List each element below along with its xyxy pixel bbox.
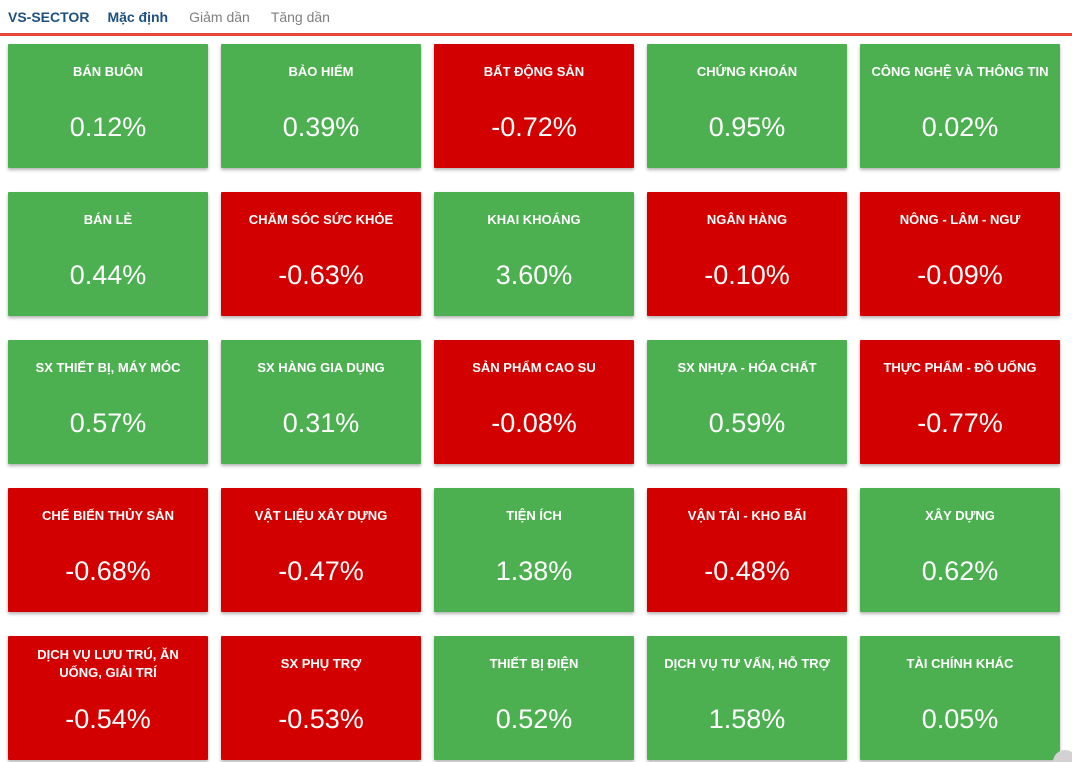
sector-value: -0.53% — [278, 703, 364, 734]
sector-label: NÔNG - LÂM - NGƯ — [899, 212, 1021, 227]
sector-value: 1.58% — [708, 703, 786, 734]
sector-value: -0.77% — [917, 407, 1003, 438]
sector-tile[interactable]: DỊCH VỤ TƯ VẤN, HỖ TRỢ 1.58% — [647, 636, 847, 760]
sector-value: -0.08% — [491, 407, 577, 438]
sector-label: XÂY DỰNG — [925, 508, 995, 523]
sector-tile[interactable]: SX HÀNG GIA DỤNG 0.31% — [221, 340, 421, 464]
sector-value: 0.44% — [69, 259, 147, 290]
sector-label: CÔNG NGHỆ VÀ THÔNG TIN — [871, 64, 1049, 79]
sector-value: -0.68% — [65, 555, 151, 586]
sector-value: 0.62% — [921, 555, 999, 586]
sector-value: 0.57% — [69, 407, 147, 438]
sector-tile[interactable]: SX PHỤ TRỢ -0.53% — [221, 636, 421, 760]
sector-value: -0.47% — [278, 555, 364, 586]
sector-label: CHĂM SÓC SỨC KHỎE — [248, 212, 394, 227]
sector-label: THIẾT BỊ ĐIỆN — [489, 656, 579, 671]
sector-tile[interactable]: NGÂN HÀNG -0.10% — [647, 192, 847, 316]
page-title: VS-SECTOR — [8, 8, 90, 25]
sector-value: 0.31% — [282, 407, 360, 438]
sector-label: CHẾ BIẾN THỦY SẢN — [42, 508, 174, 523]
header-tabs: Mặc định Giảm dần Tăng dần — [107, 9, 351, 25]
sector-tile[interactable]: VẬT LIỆU XÂY DỰNG -0.47% — [221, 488, 421, 612]
sector-tile[interactable]: CHẾ BIẾN THỦY SẢN -0.68% — [8, 488, 208, 612]
sector-value: 0.52% — [495, 703, 573, 734]
sector-tile[interactable]: NÔNG - LÂM - NGƯ -0.09% — [860, 192, 1060, 316]
sector-value: 1.38% — [495, 555, 573, 586]
sector-label: VẬT LIỆU XÂY DỰNG — [254, 508, 388, 523]
sector-tile[interactable]: SX THIẾT BỊ, MÁY MÓC 0.57% — [8, 340, 208, 464]
floating-widget-button[interactable] — [1053, 750, 1072, 762]
sector-label: TÀI CHÍNH KHÁC — [906, 656, 1014, 671]
sector-tile[interactable]: VẬN TẢI - KHO BÃI -0.48% — [647, 488, 847, 612]
sector-tile[interactable]: THỰC PHẨM - ĐỒ UỐNG -0.77% — [860, 340, 1060, 464]
sector-value: -0.10% — [704, 259, 790, 290]
tab-tang-dan[interactable]: Tăng dần — [270, 8, 330, 25]
tab-giam-dan[interactable]: Giảm dần — [189, 8, 250, 25]
sector-label: BÁN LẺ — [83, 212, 133, 227]
sector-tile[interactable]: SX NHỰA - HÓA CHẤT 0.59% — [647, 340, 847, 464]
sector-label: SX HÀNG GIA DỤNG — [257, 360, 385, 375]
sector-value: 0.95% — [708, 111, 786, 142]
sector-tile[interactable]: TIỆN ÍCH 1.38% — [434, 488, 634, 612]
sector-label: VẬN TẢI - KHO BÃI — [687, 508, 807, 523]
sector-tile[interactable]: BẢO HIỂM 0.39% — [221, 44, 421, 168]
sector-tile[interactable]: CHĂM SÓC SỨC KHỎE -0.63% — [221, 192, 421, 316]
header-bar: VS-SECTOR Mặc định Giảm dần Tăng dần — [0, 0, 1072, 36]
sector-label: BẢO HIỂM — [288, 64, 354, 79]
sector-tile[interactable]: BÁN LẺ 0.44% — [8, 192, 208, 316]
sector-value: 0.39% — [282, 111, 360, 142]
sector-value: 0.05% — [921, 703, 999, 734]
sector-value: -0.72% — [491, 111, 577, 142]
sector-label: BẤT ĐỘNG SẢN — [483, 64, 585, 79]
sector-value: 3.60% — [495, 259, 573, 290]
sector-label: THỰC PHẨM - ĐỒ UỐNG — [883, 360, 1037, 375]
sector-tile[interactable]: CÔNG NGHỆ VÀ THÔNG TIN 0.02% — [860, 44, 1060, 168]
sector-tile[interactable]: BẤT ĐỘNG SẢN -0.72% — [434, 44, 634, 168]
sector-value: -0.48% — [704, 555, 790, 586]
sector-tile[interactable]: CHỨNG KHOÁN 0.95% — [647, 44, 847, 168]
sector-tile[interactable]: XÂY DỰNG 0.62% — [860, 488, 1060, 612]
sector-label: BÁN BUÔN — [72, 64, 144, 79]
sector-label: SX NHỰA - HÓA CHẤT — [677, 360, 817, 375]
sector-value: 0.59% — [708, 407, 786, 438]
sector-label: DỊCH VỤ TƯ VẤN, HỖ TRỢ — [664, 656, 830, 671]
sector-tile[interactable]: BÁN BUÔN 0.12% — [8, 44, 208, 168]
sector-value: -0.63% — [278, 259, 364, 290]
sector-tile[interactable]: DỊCH VỤ LƯU TRÚ, ĂN UỐNG, GIẢI TRÍ -0.54% — [8, 636, 208, 760]
sector-tile[interactable]: TÀI CHÍNH KHÁC 0.05% — [860, 636, 1060, 760]
sector-tile[interactable]: THIẾT BỊ ĐIỆN 0.52% — [434, 636, 634, 760]
sector-label: SẢN PHẨM CAO SU — [472, 360, 596, 375]
sector-label: CHỨNG KHOÁN — [696, 64, 798, 79]
sector-label: SX THIẾT BỊ, MÁY MÓC — [35, 360, 181, 375]
sector-grid: BÁN BUÔN 0.12% BẢO HIỂM 0.39% BẤT ĐỘNG SẢN -0… — [8, 44, 1060, 760]
sector-tile[interactable]: KHAI KHOÁNG 3.60% — [434, 192, 634, 316]
sector-tile[interactable]: SẢN PHẨM CAO SU -0.08% — [434, 340, 634, 464]
sector-value: -0.09% — [917, 259, 1003, 290]
sector-value: 0.12% — [69, 111, 147, 142]
tab-mac-dinh[interactable]: Mặc định — [107, 8, 169, 25]
sector-label: NGÂN HÀNG — [706, 212, 788, 227]
sector-value: 0.02% — [921, 111, 999, 142]
sector-label: DỊCH VỤ LƯU TRÚ, ĂN UỐNG, GIẢI TRÍ — [37, 647, 179, 680]
sector-label: KHAI KHOÁNG — [487, 212, 581, 227]
sector-value: -0.54% — [65, 703, 151, 734]
sector-label: SX PHỤ TRỢ — [280, 656, 362, 671]
sector-label: TIỆN ÍCH — [506, 508, 562, 523]
